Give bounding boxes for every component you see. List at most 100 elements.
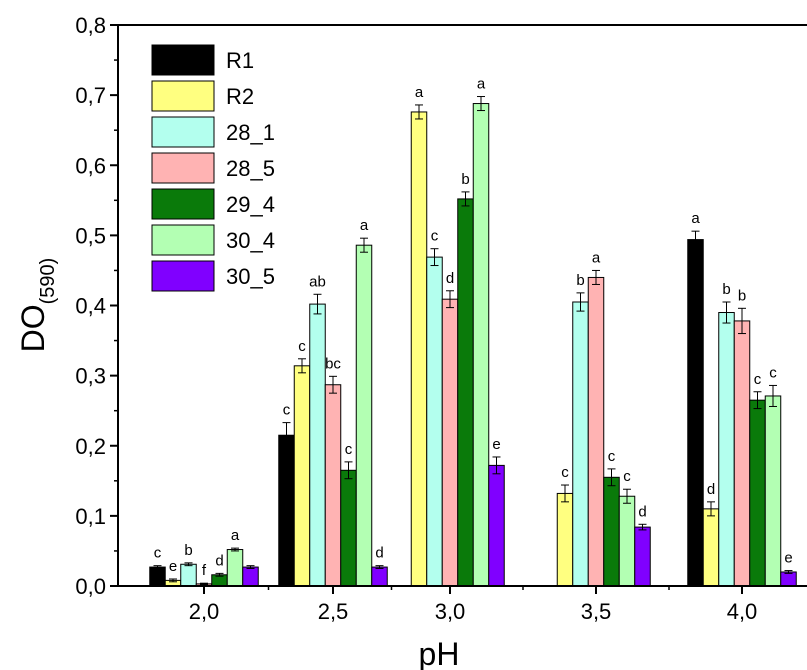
- significance-label-R1-2,0: c: [154, 545, 162, 562]
- legend-entry-30_5: 30_5: [151, 260, 275, 292]
- error-bar-30_5-3,0: [492, 456, 501, 475]
- significance-label-30_4-3,5: c: [623, 468, 631, 485]
- y-tick-label: 0,0: [75, 574, 106, 599]
- x-tick-label-3,0: 3,0: [435, 599, 466, 624]
- bar-30_4-3,0: [472, 103, 490, 587]
- legend-label-29_4: 29_4: [226, 192, 275, 217]
- legend-label-28_5: 28_5: [226, 156, 275, 181]
- legend-label-30_5: 30_5: [226, 264, 275, 289]
- error-bar-28_5-2,0: [200, 582, 208, 586]
- bar-30_5-2,0: [242, 566, 259, 587]
- legend: R1 R2 28_1 28_5 29_4 30_4 30_5: [151, 44, 275, 292]
- error-bar-R2-3,0: [415, 104, 423, 120]
- bars-layer: [149, 103, 797, 587]
- legend-label-R2: R2: [226, 84, 254, 109]
- bar-30_4-2,0: [226, 549, 244, 587]
- legend-entry-30_4: 30_4: [151, 224, 275, 256]
- axes-layer: [110, 24, 807, 594]
- legend-entry-R1: R1: [151, 44, 254, 76]
- bar-R2-4,0: [702, 508, 720, 587]
- bar-R2-3,5: [556, 492, 574, 587]
- x-axis-title: pH: [419, 636, 460, 670]
- error-bar-R2-2,0: [169, 578, 177, 583]
- bar-29_4-3,0: [457, 198, 474, 587]
- error-bar-28_1-3,0: [430, 248, 439, 267]
- significance-label-28_5-4,0: b: [738, 287, 746, 304]
- y-tick-label: 0,5: [75, 223, 106, 248]
- legend-swatch-R2: [151, 80, 215, 112]
- x-tick-label-4,0: 4,0: [727, 599, 758, 624]
- error-bar-R2-4,0: [707, 501, 715, 517]
- error-bar-28_1-3,5: [576, 292, 585, 312]
- bar-30_5-2,5: [371, 566, 388, 587]
- y-tick-label: 0,1: [75, 504, 106, 529]
- error-bar-R1-2,0: [153, 565, 162, 569]
- significance-label-30_5-3,5: d: [638, 503, 646, 520]
- error-bar-30_4-3,5: [623, 488, 631, 504]
- error-bar-29_4-3,0: [461, 191, 470, 207]
- error-bar-28_5-3,5: [592, 269, 600, 285]
- bar-29_4-4,0: [749, 399, 766, 587]
- significance-label-30_4-3,0: a: [477, 76, 486, 93]
- y-tick-label: 0,3: [75, 364, 106, 389]
- significance-label-R2-4,0: d: [707, 481, 715, 498]
- bar-28_5-4,0: [733, 320, 751, 587]
- significance-label-28_5-3,5: a: [592, 249, 601, 266]
- significance-label-29_4-2,5: c: [345, 441, 353, 458]
- error-bar-29_4-4,0: [753, 391, 762, 410]
- legend-entry-28_1: 28_1: [151, 116, 275, 148]
- x-tick-label-2,0: 2,0: [189, 599, 220, 624]
- x-tick-label-2,5: 2,5: [318, 599, 349, 624]
- bar-30_4-2,5: [355, 244, 373, 587]
- bar-30_5-3,5: [634, 526, 651, 587]
- error-bar-28_5-2,5: [329, 375, 337, 394]
- legend-swatch-30_5: [151, 260, 215, 292]
- legend-entry-28_5: 28_5: [151, 152, 275, 184]
- bar-29_4-2,5: [340, 469, 357, 587]
- legend-entry-29_4: 29_4: [151, 188, 275, 220]
- significance-label-28_5-2,5: bc: [325, 355, 341, 372]
- error-bar-30_5-2,0: [246, 565, 255, 569]
- bar-30_4-3,5: [618, 495, 636, 587]
- y-axis-title-main: DO: [15, 304, 51, 352]
- y-tick-label: 0,8: [75, 13, 106, 38]
- error-bar-29_4-2,5: [344, 461, 353, 480]
- significance-label-29_4-3,0: b: [461, 171, 469, 188]
- error-bar-R1-4,0: [691, 230, 700, 249]
- bar-28_1-2,5: [309, 303, 326, 587]
- bar-28_1-3,0: [426, 256, 443, 587]
- legend-swatch-30_4: [151, 224, 215, 256]
- x-tick-label-3,5: 3,5: [581, 599, 612, 624]
- y-axis-title: DO(590): [15, 258, 59, 353]
- bar-R1-4,0: [687, 239, 704, 587]
- error-bar-28_5-3,0: [446, 290, 454, 309]
- error-bar-29_4-2,0: [215, 572, 224, 577]
- bar-28_5-2,5: [324, 384, 342, 587]
- error-bar-28_1-4,0: [722, 301, 731, 324]
- tick-labels-layer: 0,0 0,1 0,2 0,3 0,4 0,5 0,6 0,7 0,8 2,0 2,5 3,0 3,5 4…: [75, 13, 757, 624]
- bar-28_1-4,0: [718, 312, 735, 587]
- bar-28_1-3,5: [572, 301, 589, 587]
- error-bar-28_1-2,5: [313, 293, 322, 315]
- error-bar-28_1-2,0: [184, 562, 193, 567]
- significance-label-30_5-3,0: e: [492, 436, 500, 453]
- bar-R2-3,0: [410, 111, 428, 587]
- legend-label-28_1: 28_1: [226, 120, 275, 145]
- error-bar-R1-2,5: [282, 422, 291, 449]
- significance-label-R1-4,0: a: [691, 210, 700, 227]
- bar-28_5-3,5: [587, 276, 605, 587]
- significance-label-28_1-2,0: b: [184, 542, 192, 559]
- y-tick-label: 0,2: [75, 434, 106, 459]
- significance-label-30_4-4,0: c: [769, 364, 777, 381]
- significance-label-28_5-3,0: d: [446, 270, 454, 287]
- error-bar-R2-3,5: [561, 484, 569, 503]
- legend-swatch-28_5: [151, 152, 215, 184]
- error-bar-R2-2,5: [298, 358, 306, 374]
- error-bar-30_5-4,0: [784, 570, 793, 574]
- significance-label-R2-2,0: e: [169, 558, 177, 575]
- error-bar-30_4-4,0: [769, 384, 777, 407]
- significance-label-R1-2,5: c: [283, 402, 291, 419]
- significance-label-R2-2,5: c: [298, 338, 306, 355]
